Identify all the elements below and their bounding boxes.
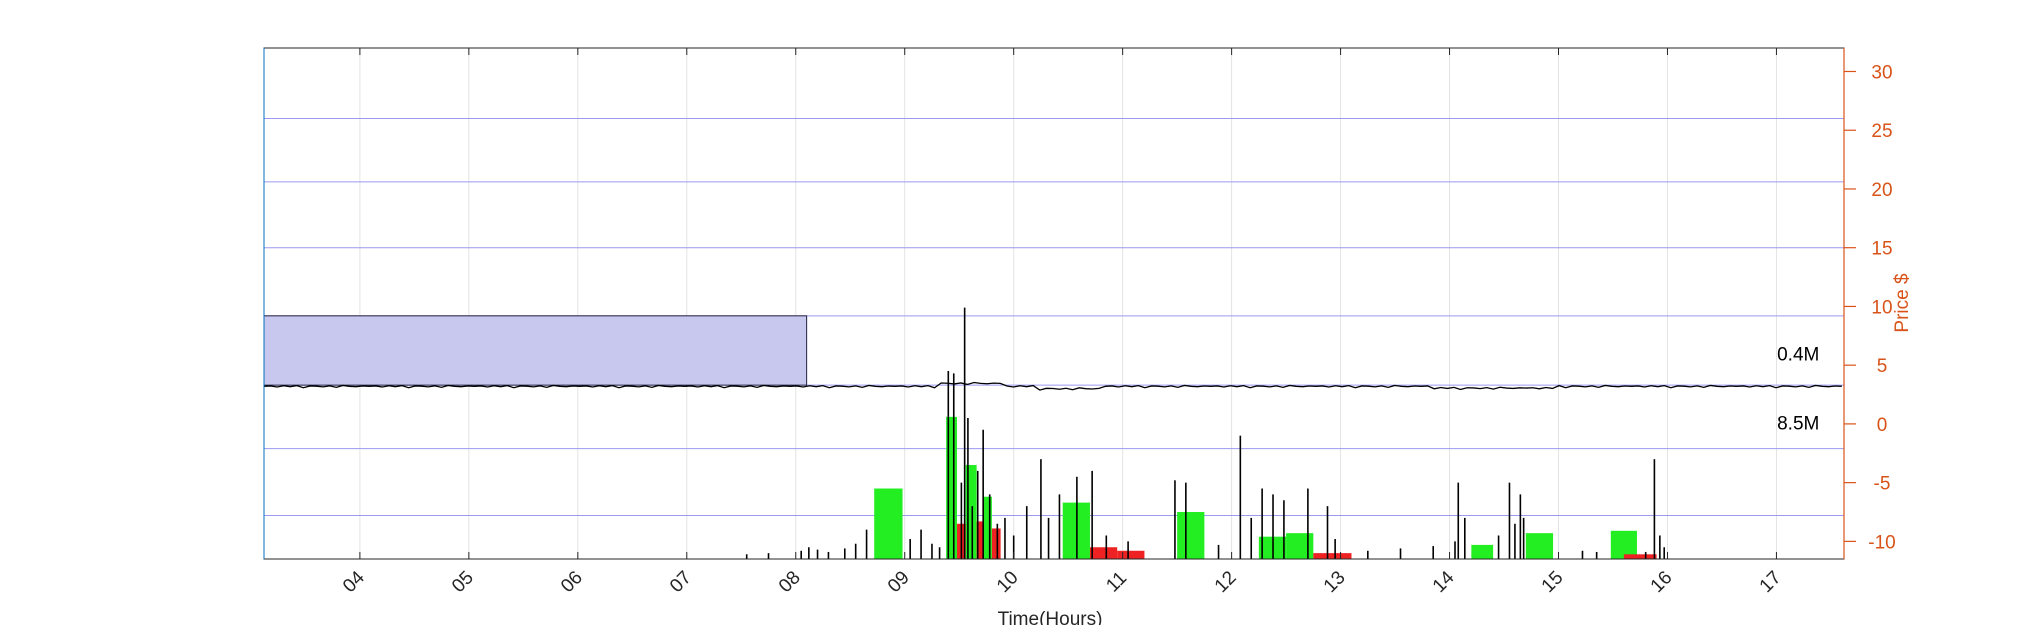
y-tick-label: 25	[1871, 121, 1892, 142]
x-tick-label: 07	[666, 567, 696, 597]
x-tick-label: 10	[993, 567, 1023, 597]
premarket-volume-box	[263, 315, 808, 386]
annotations: 0.4M 8.5M	[1777, 344, 1819, 434]
sell-volume-bar	[1089, 547, 1118, 559]
y-tick-label: -10	[1868, 532, 1895, 553]
x-tick-label: 08	[775, 567, 805, 597]
x-tick-label: 13	[1320, 567, 1350, 597]
x-tick-label: 06	[557, 567, 587, 597]
buy-volume-bar	[1286, 533, 1314, 559]
x-tick-label: 15	[1538, 567, 1568, 597]
sell-volume-bar	[1623, 554, 1657, 559]
price-line-path	[263, 381, 1842, 391]
buy-volume-bar	[874, 488, 903, 559]
x-axis-label: Time(Hours)	[998, 609, 1103, 625]
x-tick-label: 04	[339, 567, 369, 597]
y-tick-label: 0	[1877, 415, 1888, 436]
x-gridlines	[359, 48, 1777, 559]
y-tick-label: 15	[1871, 239, 1892, 260]
buy-volume-bar	[983, 496, 992, 559]
y-axis-right-label: Price $	[1892, 273, 1913, 333]
x-tick-label: 12	[1211, 567, 1241, 597]
buy-volume-bar	[1471, 544, 1494, 559]
buy-volume-bar	[1525, 533, 1554, 559]
y-tick-label: 30	[1871, 62, 1892, 83]
premarket-volume-rect	[263, 315, 808, 386]
sell-volume-bar	[991, 528, 1001, 559]
x-tick-label: 05	[448, 567, 478, 597]
y-tick-label: 20	[1871, 180, 1892, 201]
y-tick-label: -5	[1874, 474, 1891, 495]
x-tick-label: 16	[1647, 567, 1677, 597]
x-tick-label: 14	[1429, 567, 1459, 597]
buy-volume-bar	[965, 465, 977, 559]
y-tick-label: 5	[1877, 356, 1888, 377]
sell-volume-bar	[1117, 550, 1145, 559]
plot-background	[264, 48, 1844, 559]
x-tick-label: 17	[1756, 567, 1786, 597]
trade-volume-spikes	[745, 307, 1666, 559]
y-tick-label: 10	[1871, 297, 1892, 318]
sell-volume-bar	[976, 521, 984, 559]
buy-volume-bar	[1177, 512, 1205, 559]
x-tick-label: 11	[1102, 568, 1131, 597]
price-line	[263, 381, 1842, 391]
volume-annotation: 8.5M	[1777, 414, 1819, 435]
buy-volume-bar	[946, 416, 958, 559]
y-axis-right: 30 25 20 15 10 5 0 -5 -10	[1844, 62, 1896, 553]
x-tick-label: 09	[884, 567, 914, 597]
volume-annotation: 0.4M	[1777, 344, 1819, 365]
buy-volume-bars	[874, 416, 1637, 559]
sell-volume-bar	[1313, 553, 1352, 559]
